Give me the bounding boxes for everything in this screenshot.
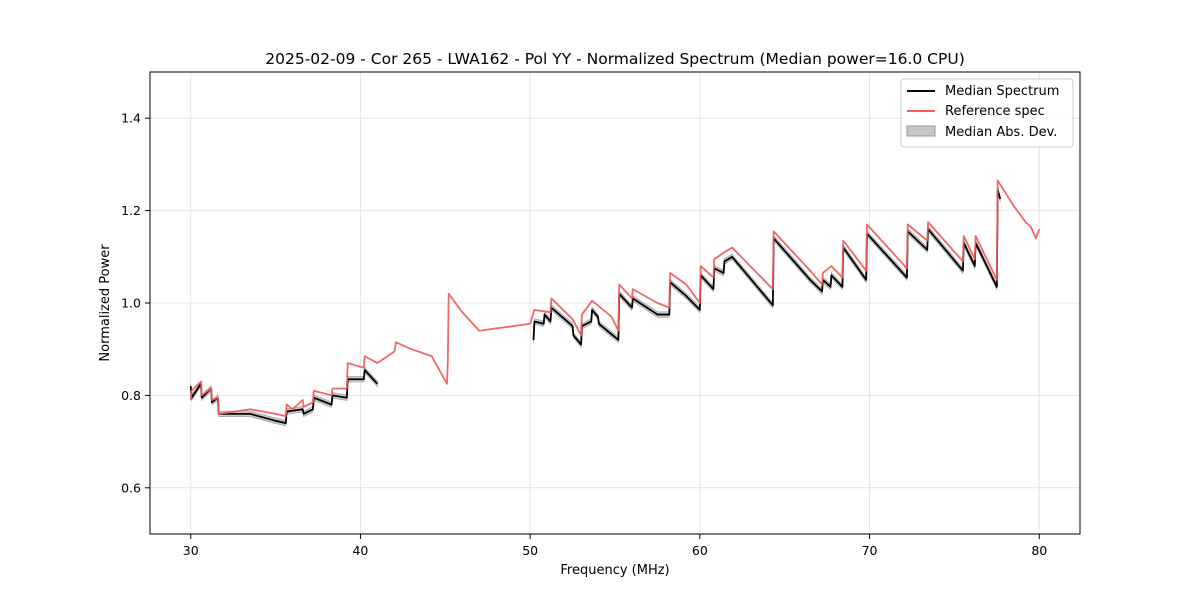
y-axis-label: Normalized Power [98,244,113,362]
x-tick-label: 30 [183,543,199,558]
y-tick-label: 1.0 [121,296,141,311]
x-tick-label: 70 [862,543,878,558]
legend-mad-swatch [906,125,936,137]
legend-reference-label: Reference spec [945,104,1045,119]
x-tick-label: 60 [692,543,708,558]
y-tick-label: 1.2 [121,203,141,218]
legend: Median Spectrum Reference spec Median Ab… [900,78,1074,148]
chart-title: 2025-02-09 - Cor 265 - LWA162 - Pol YY -… [265,50,965,68]
x-tick-label: 50 [522,543,538,558]
x-axis-label: Frequency (MHz) [560,563,669,578]
x-tick-label: 40 [352,543,368,558]
reference-spec-series [189,179,1041,418]
y-tick-label: 0.8 [121,388,141,403]
y-tick-label: 1.4 [121,111,141,126]
legend-median-label: Median Spectrum [945,84,1059,99]
x-tick-label: 80 [1031,543,1047,558]
y-tick-label: 0.6 [121,480,141,495]
legend-box [900,78,1074,148]
y-axis-ticks: 0.6 0.8 1.0 1.2 1.4 [121,111,150,495]
legend-mad-label: Median Abs. Dev. [945,125,1057,140]
x-axis-ticks: 30 40 50 60 70 80 [183,534,1047,558]
reference-spec-line [189,179,1041,418]
